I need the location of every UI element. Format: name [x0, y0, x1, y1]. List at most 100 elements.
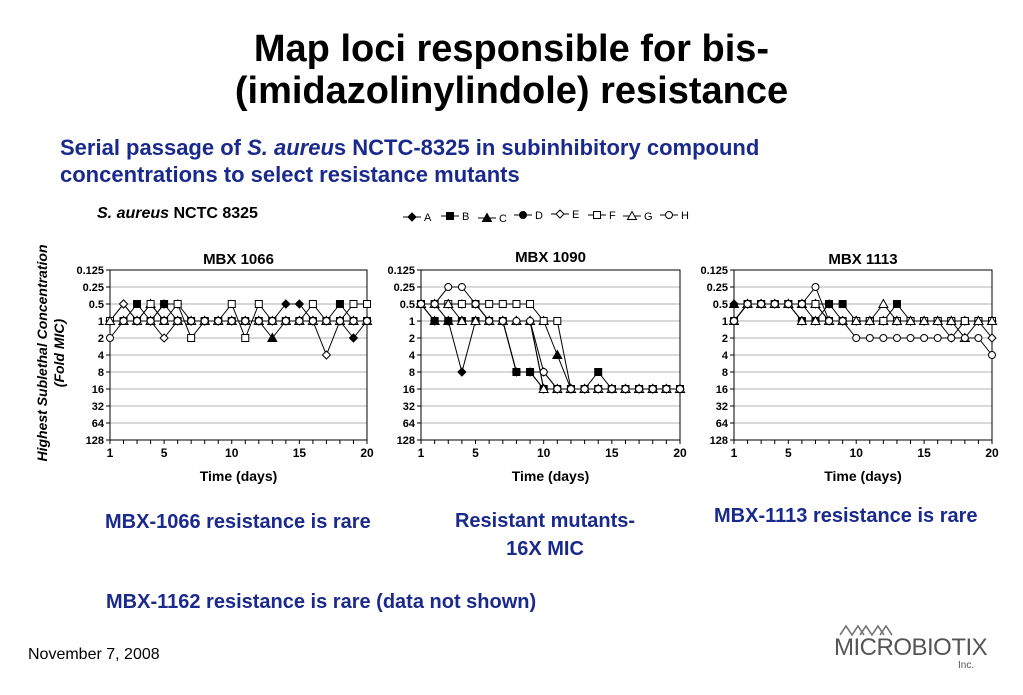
- data-point-H: [566, 385, 575, 393]
- data-point-D: [526, 368, 535, 376]
- x-tick-label: 15: [605, 446, 619, 460]
- slide-title: Map loci responsible for bis- (imidazoli…: [0, 28, 1023, 112]
- footer-date: November 7, 2008: [28, 646, 160, 663]
- series-D: [417, 300, 684, 393]
- data-point-H: [635, 385, 644, 393]
- data-point-F: [254, 300, 263, 308]
- y-tick-label: 0.125: [76, 265, 104, 277]
- data-point-H: [200, 317, 209, 325]
- data-point-H: [865, 334, 874, 342]
- data-point-G: [538, 383, 550, 393]
- data-point-C: [266, 332, 278, 342]
- data-point-H: [825, 317, 834, 325]
- data-point-H: [974, 334, 983, 342]
- x-tick-label: 10: [537, 446, 551, 460]
- data-point-H: [254, 317, 263, 325]
- data-point-F: [811, 300, 820, 308]
- note-mbx1090: Resistant mutants- 16X MIC: [425, 507, 665, 563]
- y-tick-label: 128: [710, 435, 728, 447]
- legend-item-A: A: [403, 212, 432, 224]
- series-line-F: [421, 303, 680, 390]
- data-point-G: [470, 315, 481, 325]
- subtitle-line-1: Serial passage of S. aureus NCTC-8325 in…: [60, 134, 940, 161]
- data-point-B: [825, 300, 834, 308]
- title-line-2: (imidazolinylindole) resistance: [234, 70, 789, 112]
- y-tick-label: 64: [92, 418, 105, 430]
- data-point-H: [770, 300, 779, 308]
- data-point-B: [133, 300, 142, 308]
- legend-item-G: G: [623, 210, 653, 223]
- data-point-G: [442, 298, 454, 308]
- x-tick-label: 15: [917, 446, 931, 460]
- data-point-G: [850, 315, 862, 325]
- data-point-G: [456, 315, 468, 325]
- data-point-F: [553, 317, 562, 325]
- data-point-F: [960, 317, 969, 325]
- legend-item-E: E: [551, 209, 579, 221]
- y-tick-label: 16: [92, 384, 104, 396]
- legend-marker-D: [519, 211, 527, 219]
- y-tick-label: 0.25: [707, 282, 728, 294]
- data-point-H: [607, 385, 616, 393]
- data-point-F: [526, 300, 535, 308]
- series-line-E: [421, 303, 680, 390]
- data-point-H: [838, 317, 847, 325]
- data-point-C: [429, 315, 440, 325]
- legend-label-C: C: [499, 213, 507, 225]
- legend-marker-C: [481, 212, 493, 222]
- legend-label-B: B: [462, 211, 469, 223]
- data-point-H: [988, 351, 996, 359]
- logo-suffix: Inc.: [958, 660, 975, 671]
- data-point-H: [730, 317, 738, 325]
- data-point-E: [159, 333, 169, 343]
- data-point-G: [986, 315, 998, 325]
- y-tick-label: 0.5: [713, 299, 728, 311]
- note-mbx1090-line-2: 16X MIC: [506, 538, 584, 560]
- subtitle-pre: Serial passage of: [60, 135, 248, 160]
- legend-marker-G: [626, 210, 638, 220]
- data-point-H: [648, 385, 657, 393]
- data-point-G: [918, 315, 930, 325]
- data-point-H: [173, 317, 182, 325]
- x-tick-label: 10: [225, 446, 239, 460]
- data-point-H: [485, 317, 494, 325]
- y-tick-label: 1: [98, 316, 104, 328]
- y-tick-label: 4: [722, 350, 729, 362]
- legend-marker-E: [555, 209, 565, 219]
- plot-frame: [420, 269, 681, 441]
- data-point-H: [676, 385, 684, 393]
- data-point-F: [485, 300, 494, 308]
- y-tick-label: 64: [716, 418, 729, 430]
- y-tick-label: 8: [98, 367, 104, 379]
- data-point-E: [118, 299, 129, 309]
- data-point-H: [498, 317, 507, 325]
- data-point-F: [349, 300, 358, 308]
- data-point-H: [349, 317, 358, 325]
- data-point-B: [892, 300, 901, 308]
- data-point-D: [444, 317, 453, 325]
- data-point-A: [281, 299, 291, 309]
- data-point-F: [173, 300, 182, 308]
- data-point-H: [621, 385, 630, 393]
- subtitle-species: S. aureu: [247, 135, 334, 160]
- data-point-H: [444, 283, 453, 291]
- y-tick-label: 0.5: [89, 299, 104, 311]
- legend-label-G: G: [644, 211, 653, 223]
- y-tick-label: 0.125: [387, 265, 415, 277]
- y-tick-label: 1: [722, 316, 728, 328]
- x-tick-label: 1: [107, 446, 114, 460]
- legend-label-H: H: [681, 210, 689, 222]
- data-point-H: [281, 317, 290, 325]
- slide-subtitle: Serial passage of S. aureus NCTC-8325 in…: [60, 134, 940, 188]
- data-point-H: [594, 385, 603, 393]
- microbiotix-logo: MICROBIOTIX Inc.: [834, 620, 988, 672]
- legend-item-C: C: [478, 212, 507, 225]
- chart-title: MBX 1066: [203, 251, 274, 268]
- data-point-F: [227, 300, 236, 308]
- logo-name: MICROBIOTIX: [834, 634, 988, 661]
- y-tick-label: 32: [92, 401, 104, 413]
- data-point-H: [214, 317, 223, 325]
- strain-species: S. aureus: [97, 205, 170, 222]
- data-point-F: [498, 300, 507, 308]
